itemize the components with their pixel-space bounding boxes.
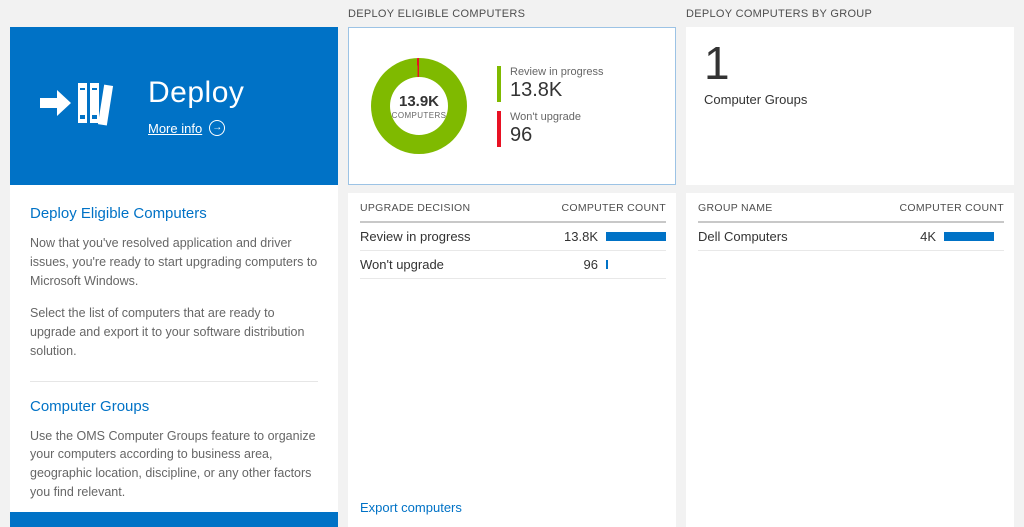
green-swatch [497,65,501,102]
deploy-tile-title: Deploy [148,76,245,109]
section-computer-groups: Computer Groups Use the OMS Computer Gro… [30,382,318,523]
deploy-description-panel: Deploy Eligible Computers Now that you'v… [10,185,338,527]
donut-center: 13.9K COMPUTERS [390,77,448,135]
row-value: 13.8K [564,229,598,244]
row-bar-track [606,260,666,269]
left-column-header [10,0,338,27]
legend-value: 96 [510,123,533,146]
column-header-computer-count: COMPUTER COUNT [899,202,1004,214]
table-row[interactable]: Won't upgrade 96 [360,251,666,279]
row-label: Dell Computers [698,229,788,244]
row-bar [606,260,608,269]
legend-value: 13.8K [510,78,563,101]
table-row[interactable]: Review in progress 13.8K [360,223,666,251]
spacer [698,251,1004,527]
more-info-link[interactable]: More info → [148,120,244,136]
section-deploy-eligible-computers: Deploy Eligible Computers Now that you'v… [30,189,318,382]
row-label: Won't upgrade [360,257,444,272]
row-bar-track [944,232,1004,241]
middle-column-header: DEPLOY ELIGIBLE COMPUTERS [348,7,526,20]
middle-column: DEPLOY ELIGIBLE COMPUTERS 13.9K COMPUTER… [348,0,676,527]
section-heading: Deploy Eligible Computers [30,205,207,222]
export-computers-link[interactable]: Export computers [360,500,462,515]
table-header-row: GROUP NAME COMPUTER COUNT [698,193,1004,223]
computer-groups-tile[interactable]: 1 Computer Groups [686,27,1014,185]
bottom-accent-strip [10,512,338,527]
legend-label: Review in progress [510,65,604,78]
row-value: 4K [920,229,936,244]
row-bar [606,232,666,241]
right-column-header: DEPLOY COMPUTERS BY GROUP [686,7,873,20]
column-header-upgrade-decision: UPGRADE DECISION [360,202,471,214]
section-heading: Computer Groups [30,397,150,415]
table-row[interactable]: Dell Computers 4K [698,223,1004,251]
table-header-row: UPGRADE DECISION COMPUTER COUNT [360,193,666,223]
eligible-computers-tile[interactable]: 13.9K COMPUTERS Review in progress 13.8K… [348,27,676,185]
section-paragraph: Select the list of computers that are re… [30,306,305,358]
row-value: 96 [583,257,598,272]
row-label: Review in progress [360,229,471,244]
deploy-icon [38,73,114,140]
donut-center-value: 13.9K [398,92,440,110]
group-count: 1 [704,37,730,89]
row-bar [944,232,994,241]
donut-legend: Review in progress 13.8K Won't upgrade 9… [497,65,604,147]
column-header-group-name: GROUP NAME [698,202,773,214]
donut-chart: 13.9K COMPUTERS [371,58,467,154]
spacer [360,279,666,490]
legend-item-review-in-progress: Review in progress 13.8K [497,65,604,102]
upgrade-decision-table: UPGRADE DECISION COMPUTER COUNT Review i… [348,193,676,527]
legend-label: Won't upgrade [510,110,582,123]
column-header-computer-count: COMPUTER COUNT [561,202,666,214]
legend-item-wont-upgrade: Won't upgrade 96 [497,110,604,147]
left-column: Deploy More info → Deploy Eligible Compu… [10,0,338,527]
donut-center-label: COMPUTERS [391,110,447,120]
section-paragraph: Now that you've resolved application and… [30,236,318,288]
more-info-label: More info [148,120,203,136]
red-swatch [497,110,501,147]
right-column: DEPLOY COMPUTERS BY GROUP 1 Computer Gro… [686,0,1014,527]
arrow-right-icon: → [209,120,226,136]
row-bar-track [606,232,666,241]
deploy-tile[interactable]: Deploy More info → [10,27,338,185]
group-table: GROUP NAME COMPUTER COUNT Dell Computers… [686,193,1014,527]
section-paragraph: Use the OMS Computer Groups feature to o… [30,428,316,499]
group-count-label: Computer Groups [704,91,808,107]
